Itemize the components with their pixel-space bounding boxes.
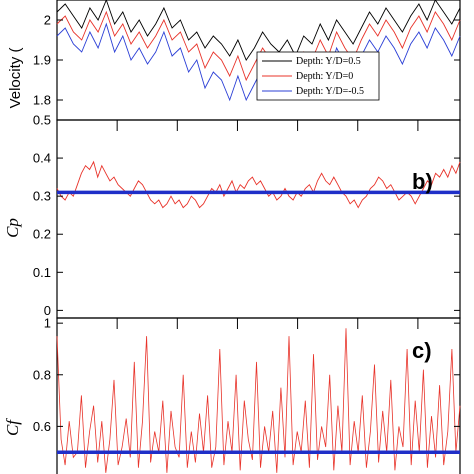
cp-series-line bbox=[56, 160, 461, 209]
y-tick-label: 0.8 bbox=[33, 367, 51, 382]
y-tick-label: 0.5 bbox=[33, 113, 51, 128]
y-tick-label: 1.8 bbox=[33, 93, 51, 108]
y-tick-label: 0.6 bbox=[33, 419, 51, 434]
panel-cp-y-ticks: 0 0.1 0.2 0.3 0.4 0.5 bbox=[33, 113, 460, 318]
panel-velocity-y-ticks: 1.8 1.9 2 bbox=[33, 13, 460, 108]
panel-cf: 0.6 0.8 1 c) Cf bbox=[3, 316, 461, 474]
legend-box bbox=[256, 51, 380, 101]
panel-cp-x-ticks bbox=[116, 120, 419, 131]
y-tick-label: 1.9 bbox=[33, 53, 51, 68]
y-tick-label: 0 bbox=[44, 303, 51, 318]
y-tick-label: 0.3 bbox=[33, 189, 51, 204]
panel-cp: 0 0.1 0.2 0.3 0.4 0.5 b) Cp bbox=[3, 113, 461, 319]
y-tick-label: 0.1 bbox=[33, 265, 51, 280]
legend: Depth: Y/D=0.5 Depth: Y/D=0 Depth: Y/D=-… bbox=[256, 51, 380, 101]
y-tick-label: 0.4 bbox=[33, 151, 51, 166]
legend-label-depth-05: Depth: Y/D=0.5 bbox=[296, 56, 361, 67]
velocity-series-line-0 bbox=[56, 0, 461, 61]
panel-cp-y-axis-label: Cp bbox=[3, 218, 22, 238]
cf-series-line bbox=[56, 328, 461, 473]
panel-cp-frame bbox=[56, 119, 461, 319]
panel-cf-label: c) bbox=[412, 338, 432, 363]
y-tick-label: 1 bbox=[44, 316, 51, 331]
legend-label-depth-0: Depth: Y/D=0 bbox=[296, 71, 353, 82]
y-tick-label: 0.2 bbox=[33, 227, 51, 242]
panel-velocity: 1.8 1.9 2 Velocity ( Depth: Y/D=0.5 Depth:… bbox=[7, 0, 461, 121]
y-tick-label: 2 bbox=[44, 13, 51, 28]
panel-cf-y-axis-label: Cf bbox=[3, 418, 22, 436]
panel-cf-frame bbox=[56, 317, 461, 474]
panel-cp-label: b) bbox=[412, 169, 433, 194]
panel-cf-x-ticks bbox=[116, 318, 419, 329]
legend-label-depth-neg05: Depth: Y/D=-0.5 bbox=[296, 86, 364, 97]
panel-cf-y-ticks: 0.6 0.8 1 bbox=[33, 316, 460, 434]
panel-cp-series bbox=[56, 160, 461, 209]
panel-cf-series bbox=[56, 328, 461, 473]
panel-velocity-y-axis-label: Velocity ( bbox=[7, 48, 24, 109]
